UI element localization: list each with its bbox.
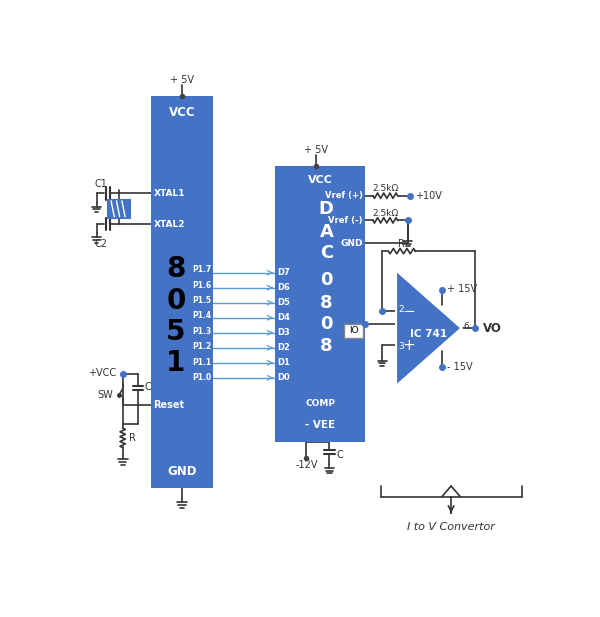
Text: 8: 8 <box>166 255 185 283</box>
Text: P1.3: P1.3 <box>192 327 211 336</box>
Text: 7: 7 <box>445 297 451 307</box>
Text: P1.6: P1.6 <box>192 281 211 289</box>
Text: C: C <box>320 244 333 262</box>
Text: D7: D7 <box>277 268 290 277</box>
Text: XTAL2: XTAL2 <box>154 220 185 229</box>
Text: P1.7: P1.7 <box>192 265 211 274</box>
Text: 1: 1 <box>166 349 185 377</box>
Text: I to V Convertor: I to V Convertor <box>407 522 495 532</box>
Bar <box>275 167 365 442</box>
Text: D5: D5 <box>277 298 290 307</box>
Text: P1.4: P1.4 <box>192 312 211 320</box>
Text: A: A <box>319 223 334 241</box>
Text: D6: D6 <box>277 283 290 292</box>
Text: GND: GND <box>340 239 363 248</box>
Text: Vref (-): Vref (-) <box>328 216 363 225</box>
Text: 5: 5 <box>166 318 185 346</box>
Text: 2.5kΩ: 2.5kΩ <box>372 184 398 193</box>
Text: 8: 8 <box>320 294 332 312</box>
Text: 0: 0 <box>166 287 185 315</box>
Text: C2: C2 <box>95 239 107 249</box>
Text: 6: 6 <box>464 322 470 331</box>
Text: 0: 0 <box>320 271 332 289</box>
Text: + 15V: + 15V <box>447 284 477 294</box>
Text: 2.5kΩ: 2.5kΩ <box>372 209 398 218</box>
Text: D0: D0 <box>277 373 290 383</box>
Text: P1.1: P1.1 <box>192 357 211 366</box>
Text: 4: 4 <box>445 350 450 359</box>
Text: D1: D1 <box>277 358 290 367</box>
Bar <box>151 96 213 488</box>
Text: VCC: VCC <box>308 175 332 185</box>
Text: 2: 2 <box>398 305 404 314</box>
Text: 8: 8 <box>320 337 332 355</box>
FancyBboxPatch shape <box>344 323 363 338</box>
Text: 3: 3 <box>398 342 404 351</box>
Text: C: C <box>337 450 343 460</box>
Text: COMP: COMP <box>305 399 335 408</box>
Text: C1: C1 <box>95 179 107 189</box>
Text: P1.5: P1.5 <box>192 296 211 305</box>
Text: SW: SW <box>98 390 113 400</box>
Text: IO: IO <box>349 326 359 335</box>
Text: D3: D3 <box>277 328 290 337</box>
Text: + 5V: + 5V <box>304 145 328 155</box>
Text: D2: D2 <box>277 343 290 352</box>
Text: D: D <box>319 200 334 218</box>
Text: +: + <box>402 337 415 352</box>
Text: P1.0: P1.0 <box>192 373 211 382</box>
Text: R: R <box>129 433 136 443</box>
Text: P1.2: P1.2 <box>192 342 211 351</box>
Text: GND: GND <box>167 465 197 478</box>
Text: +10V: +10V <box>415 191 442 201</box>
Text: XTAL1: XTAL1 <box>154 189 185 198</box>
Text: Vref (+): Vref (+) <box>325 191 363 200</box>
Text: D4: D4 <box>277 313 290 322</box>
Text: - 15V: - 15V <box>447 362 472 373</box>
Text: −: − <box>402 304 415 319</box>
Text: R: R <box>398 239 405 249</box>
Text: VCC: VCC <box>169 106 196 119</box>
Text: IC 741: IC 741 <box>410 329 447 339</box>
Text: + 5V: + 5V <box>170 75 194 85</box>
Text: +VCC: +VCC <box>88 368 116 378</box>
Text: C: C <box>144 383 151 392</box>
Text: - VEE: - VEE <box>305 420 335 430</box>
Bar <box>108 199 130 218</box>
Polygon shape <box>396 270 461 386</box>
Text: -12V: -12V <box>295 460 317 470</box>
Text: Reset: Reset <box>154 400 185 410</box>
Text: VO: VO <box>483 321 502 334</box>
Text: 0: 0 <box>320 315 332 333</box>
